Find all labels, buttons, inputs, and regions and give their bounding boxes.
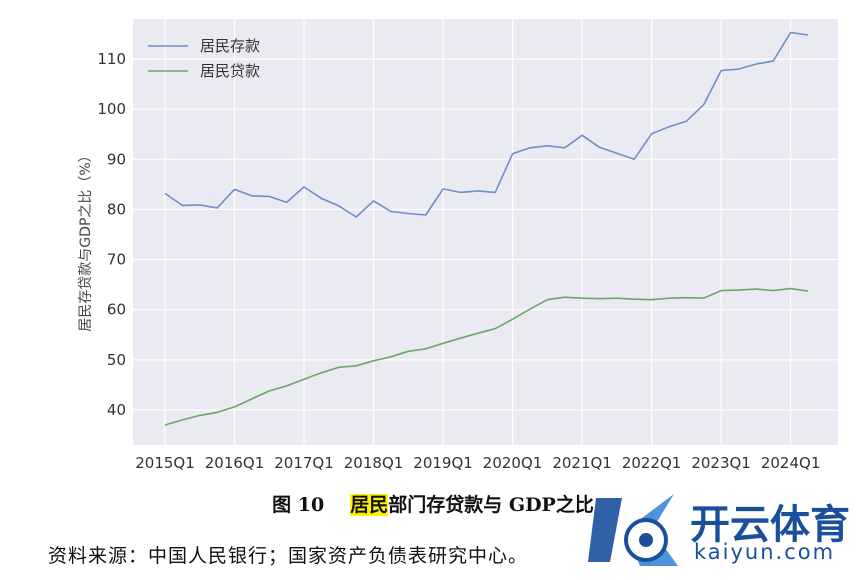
watermark-logo-icon xyxy=(588,494,678,566)
source-note: 资料来源：中国人民银行；国家资产负债表研究中心。 xyxy=(48,545,529,567)
x-tick-label: 2023Q1 xyxy=(691,454,751,472)
legend-label: 居民存款 xyxy=(200,37,260,55)
caption-text: 部门存贷款与 GDP之比 xyxy=(388,494,594,516)
watermark-name: 开云体育 xyxy=(690,502,850,548)
x-tick-label: 2022Q1 xyxy=(622,454,682,472)
caption-highlight: 居民 xyxy=(350,494,389,516)
legend-label: 居民贷款 xyxy=(200,62,260,80)
series-line-0 xyxy=(164,31,809,218)
y-tick-label: 50 xyxy=(107,351,126,369)
y-tick-label: 90 xyxy=(107,150,126,168)
series-lines xyxy=(164,31,809,426)
y-tick-label: 60 xyxy=(107,301,126,319)
x-tick-label: 2018Q1 xyxy=(344,454,404,472)
figure-caption: 图 10 居民部门存贷款与 GDP之比 xyxy=(0,490,866,517)
x-tick-labels: 2015Q1 2016Q1 2017Q1 2018Q1 2019Q1 2020Q1 2021… xyxy=(135,454,820,472)
x-tick-label: 2016Q1 xyxy=(205,454,265,472)
y-tick-label: 110 xyxy=(97,50,126,68)
x-tick-label: 2017Q1 xyxy=(274,454,334,472)
gridlines xyxy=(133,19,838,445)
y-tick-label: 80 xyxy=(107,200,126,218)
series-line-1 xyxy=(164,287,809,426)
plot-background xyxy=(133,19,838,445)
x-tick-label: 2015Q1 xyxy=(135,454,195,472)
y-axis-label: 居民存贷款与GDP之比（%） xyxy=(78,148,94,331)
x-tick-label: 2020Q1 xyxy=(483,454,543,472)
y-tick-label: 40 xyxy=(107,401,126,419)
x-tick-label: 2019Q1 xyxy=(413,454,473,472)
x-tick-label: 2024Q1 xyxy=(761,454,821,472)
y-tick-label: 70 xyxy=(107,251,126,269)
y-tick-label: 100 xyxy=(97,100,126,118)
watermark: 开云体育 kaiyun.com xyxy=(582,480,866,580)
figure-number: 图 10 xyxy=(272,494,325,516)
y-tick-labels: 40 50 60 70 80 90 100 110 xyxy=(97,50,126,419)
x-tick-label: 2021Q1 xyxy=(552,454,612,472)
watermark-url: kaiyun.com xyxy=(694,540,836,564)
